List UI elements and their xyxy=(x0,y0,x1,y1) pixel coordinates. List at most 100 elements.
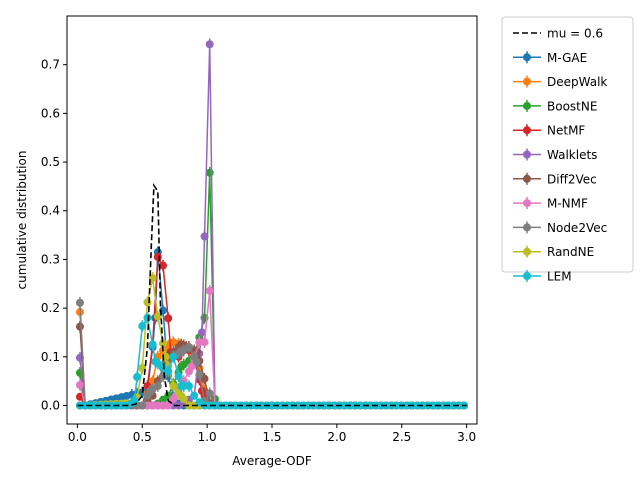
legend-label: BoostNE xyxy=(547,99,597,113)
legend-entry: LEM xyxy=(513,270,572,284)
x-tick-label: 2.5 xyxy=(392,430,411,444)
data-point xyxy=(153,253,162,262)
legend-label: M-NMF xyxy=(547,197,588,211)
legend-marker xyxy=(523,101,531,110)
data-point xyxy=(148,340,157,349)
data-point xyxy=(192,357,201,366)
legend-label: Walklets xyxy=(547,148,597,162)
legend-entry: NetMF xyxy=(513,124,585,138)
legend-label: Diff2Vec xyxy=(547,172,597,186)
series-m-gae xyxy=(75,246,469,410)
data-point xyxy=(75,381,84,390)
legend-label: M-GAE xyxy=(547,51,587,65)
legend: mu = 0.6 M-GAE DeepWalk BoostNE NetMF Walklet… xyxy=(501,16,634,284)
legend-entry: M-GAE xyxy=(513,51,587,65)
data-point xyxy=(75,322,84,331)
x-axis-label: Average-ODF xyxy=(232,454,312,468)
data-point xyxy=(195,370,204,379)
plot-area xyxy=(75,38,469,410)
data-point xyxy=(143,298,152,307)
x-tick-label: 1.5 xyxy=(262,430,281,444)
legend-marker xyxy=(523,77,531,86)
data-point xyxy=(130,396,139,405)
legend-marker xyxy=(523,247,531,256)
data-point xyxy=(164,401,173,410)
data-point xyxy=(138,401,147,410)
data-point xyxy=(190,391,199,400)
series-netmf xyxy=(75,251,469,410)
data-point xyxy=(205,286,214,295)
y-tick-label: 0.4 xyxy=(41,204,60,218)
data-point xyxy=(75,298,84,307)
legend-marker xyxy=(523,174,531,183)
y-axis-label: cumulative distribution xyxy=(15,151,29,290)
legend-entry: BoostNE xyxy=(513,99,597,113)
series-randne xyxy=(75,272,469,410)
legend-entry: M-NMF xyxy=(513,197,588,211)
data-point xyxy=(159,261,168,270)
data-point xyxy=(169,382,178,391)
legend-entry: Diff2Vec xyxy=(513,172,597,186)
data-point xyxy=(184,343,193,352)
data-point xyxy=(164,314,173,323)
y-tick-label: 0.6 xyxy=(41,106,60,120)
data-point xyxy=(187,362,196,371)
data-point xyxy=(179,395,188,404)
legend-label: NetMF xyxy=(547,124,585,138)
legend-marker xyxy=(523,199,531,208)
legend-label: DeepWalk xyxy=(547,75,607,89)
legend-label: LEM xyxy=(547,270,572,284)
legend-marker xyxy=(523,150,531,159)
data-point xyxy=(200,232,209,241)
legend-label: Node2Vec xyxy=(547,221,607,235)
series-line xyxy=(79,254,465,407)
data-point xyxy=(205,40,214,49)
legend-label: RandNE xyxy=(547,245,594,259)
data-point xyxy=(143,313,152,322)
x-tick-label: 2.0 xyxy=(327,430,346,444)
data-point xyxy=(159,339,168,348)
y-tick-label: 0.0 xyxy=(41,398,60,412)
data-point xyxy=(169,352,178,361)
legend-entry: DeepWalk xyxy=(513,75,607,89)
data-point xyxy=(197,328,206,337)
legend-marker xyxy=(523,126,531,135)
data-point xyxy=(153,382,162,391)
series-lem xyxy=(75,311,469,410)
axis-ticks: 0.0 0.5 1.0 1.5 2.0 2.5 3.0 0.0 0.1 0.2 0.3 0.4 0.5 0… xyxy=(41,58,476,444)
data-point xyxy=(153,312,162,321)
x-tick-label: 3.0 xyxy=(457,430,476,444)
y-tick-label: 0.3 xyxy=(41,252,60,266)
y-tick-label: 0.1 xyxy=(41,350,60,364)
data-point xyxy=(184,382,193,391)
data-point xyxy=(164,367,173,376)
data-point xyxy=(200,338,209,347)
series-line xyxy=(79,277,465,407)
legend-frame xyxy=(501,16,634,273)
legend-entry: mu = 0.6 xyxy=(513,27,603,41)
legend-entry: Node2Vec xyxy=(513,221,607,235)
legend-entry: Walklets xyxy=(513,148,597,162)
y-tick-label: 0.7 xyxy=(41,58,60,72)
series-line xyxy=(79,44,465,407)
legend-marker xyxy=(523,272,531,280)
x-tick-label: 0.0 xyxy=(68,430,87,444)
data-point xyxy=(174,372,183,381)
legend-marker xyxy=(523,53,531,62)
data-point xyxy=(205,389,214,398)
reference-line xyxy=(77,182,467,407)
legend-label: mu = 0.6 xyxy=(547,27,603,41)
x-tick-label: 0.5 xyxy=(133,430,152,444)
data-point xyxy=(133,372,142,381)
data-point xyxy=(138,322,147,331)
series-walklets xyxy=(75,38,469,410)
y-tick-label: 0.5 xyxy=(41,155,60,169)
y-tick-label: 0.2 xyxy=(41,301,60,315)
legend-entry: RandNE xyxy=(513,245,594,259)
legend-marker xyxy=(523,223,531,232)
series-boostne xyxy=(75,166,469,410)
x-tick-label: 1.0 xyxy=(198,430,217,444)
axes-frame xyxy=(66,15,478,425)
